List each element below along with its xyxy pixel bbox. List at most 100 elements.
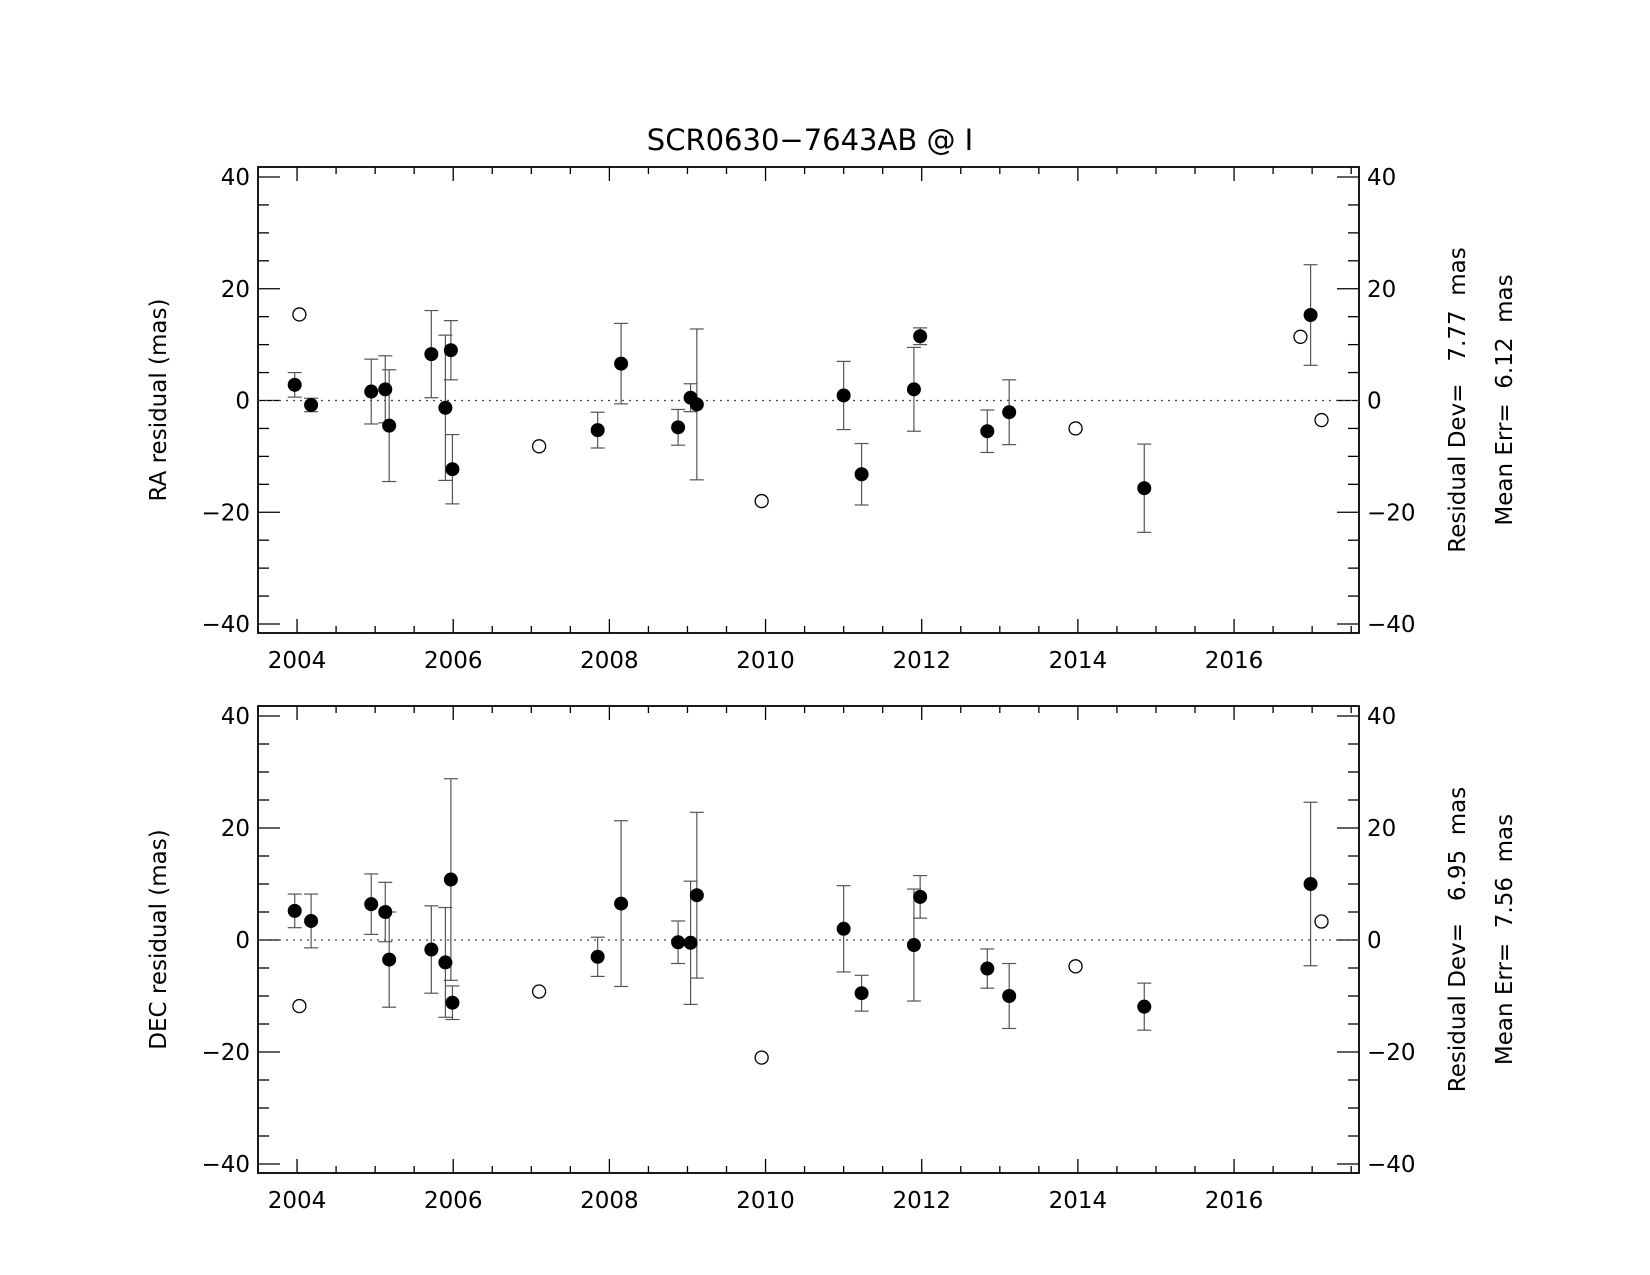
data-point-used — [1137, 481, 1152, 496]
data-point-used — [906, 938, 921, 953]
data-point-used — [424, 347, 439, 362]
y-tick-label-left: 0 — [235, 389, 250, 415]
x-tick-label: 2012 — [892, 1188, 951, 1214]
data-point-used — [438, 400, 453, 415]
data-point-used — [1002, 989, 1017, 1003]
data-point-used — [443, 872, 458, 887]
data-point-used — [836, 921, 851, 936]
data-point-rejected — [531, 984, 547, 999]
data-point-used — [614, 356, 629, 371]
y-tick-label-right: 0 — [1367, 389, 1382, 415]
y-tick-label-right: 40 — [1367, 165, 1396, 191]
x-tick-label: 2006 — [424, 648, 483, 674]
y-tick-label-right: 0 — [1367, 928, 1382, 954]
data-point-used — [854, 986, 869, 1001]
plot-frame — [257, 705, 1360, 1174]
x-tick-label: 2008 — [580, 648, 639, 674]
y-tick-label-left: −40 — [201, 612, 250, 638]
y-tick-label-right: 20 — [1367, 277, 1396, 303]
ra-residual-panel: 2004 2006 2008 2010 2012 2014 2016 −40 −40 −20 −20… — [146, 165, 1518, 674]
x-tick-label: 2008 — [580, 1188, 639, 1214]
data-point-used — [590, 423, 605, 438]
y-tick-label-right: −40 — [1367, 1152, 1416, 1178]
data-point-rejected — [292, 998, 307, 1014]
data-point-used — [614, 896, 629, 911]
data-point-used — [438, 955, 453, 970]
data-point-used — [980, 961, 995, 976]
y-tick-label-right: −40 — [1367, 612, 1416, 638]
data-point-used — [689, 397, 704, 412]
data-point-used — [378, 905, 393, 919]
y-tick-label-left: 20 — [221, 816, 250, 842]
data-point-used — [364, 897, 379, 912]
data-point-used — [382, 952, 397, 967]
data-point-used — [364, 384, 379, 399]
y-tick-label-left: −20 — [201, 500, 250, 526]
data-point-used — [1137, 999, 1152, 1014]
data-point-used — [378, 382, 393, 397]
y-axis-label: DEC residual (mas) — [146, 829, 172, 1050]
data-point-used — [304, 913, 319, 928]
data-point-used — [683, 935, 698, 950]
y-tick-label-left: −20 — [201, 1040, 250, 1066]
data-point-used — [980, 424, 995, 439]
y-tick-label-left: 40 — [221, 165, 250, 191]
data-point-used — [424, 942, 439, 957]
data-point-used — [836, 388, 851, 403]
data-point-used — [671, 420, 686, 435]
data-point-used — [287, 903, 302, 918]
y-axis-label: RA residual (mas) — [146, 299, 172, 502]
chart-title: SCR0630−7643AB @ I — [647, 123, 973, 157]
data-point-used — [445, 462, 460, 477]
x-tick-label: 2016 — [1205, 648, 1264, 674]
data-point-rejected — [754, 493, 769, 509]
y-tick-label-left: 0 — [235, 928, 250, 954]
data-point-used — [304, 397, 319, 412]
data-point-rejected — [1314, 914, 1329, 929]
y-tick-label-left: 20 — [221, 277, 250, 303]
x-tick-label: 2014 — [1049, 648, 1108, 674]
y-tick-label-left: −40 — [201, 1152, 250, 1178]
data-point-used — [854, 467, 869, 482]
data-point-used — [590, 949, 605, 964]
x-tick-label: 2004 — [268, 1188, 327, 1214]
data-point-used — [1002, 405, 1017, 420]
data-point-rejected — [292, 307, 307, 322]
mean-err-label: Mean Err= 6.12 mas — [1492, 274, 1518, 525]
y-tick-label-right: −20 — [1367, 1040, 1416, 1066]
data-point-used — [906, 382, 921, 397]
data-point-used — [443, 343, 458, 358]
x-tick-label: 2014 — [1049, 1188, 1108, 1214]
y-tick-label-right: 20 — [1367, 816, 1396, 842]
data-point-used — [382, 418, 397, 433]
data-point-used — [671, 935, 686, 950]
residual-dev-label: Residual Dev= 6.95 mas — [1445, 787, 1471, 1092]
mean-err-label: Mean Err= 7.56 mas — [1492, 814, 1518, 1065]
x-tick-label: 2010 — [736, 1188, 795, 1214]
data-point-rejected — [754, 1050, 769, 1065]
plot-frame — [257, 166, 1360, 634]
dec-residual-panel: 2004 2006 2008 2010 2012 2014 2016 −40 −40 −20 −20… — [146, 704, 1518, 1214]
data-point-rejected — [1068, 959, 1083, 974]
x-tick-label: 2012 — [892, 648, 951, 674]
y-tick-label-right: −20 — [1367, 500, 1416, 526]
data-point-used — [913, 329, 928, 344]
data-point-used — [287, 377, 302, 392]
residual-dev-label: Residual Dev= 7.77 mas — [1445, 247, 1471, 552]
x-tick-label: 2006 — [424, 1188, 483, 1214]
data-point-rejected — [1293, 329, 1308, 344]
x-tick-label: 2016 — [1205, 1188, 1264, 1214]
x-tick-label: 2010 — [736, 648, 795, 674]
data-point-rejected — [531, 439, 547, 454]
data-point-rejected — [1314, 412, 1329, 428]
data-point-used — [689, 888, 704, 903]
data-point-rejected — [1068, 421, 1083, 436]
data-point-used — [1303, 308, 1318, 323]
data-point-used — [913, 889, 928, 904]
x-tick-label: 2004 — [268, 648, 327, 674]
y-tick-label-right: 40 — [1367, 704, 1396, 730]
data-point-used — [1303, 877, 1318, 891]
y-tick-label-left: 40 — [221, 704, 250, 730]
data-point-used — [445, 995, 460, 1010]
